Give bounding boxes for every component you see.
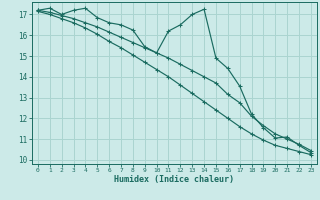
X-axis label: Humidex (Indice chaleur): Humidex (Indice chaleur) <box>115 175 234 184</box>
